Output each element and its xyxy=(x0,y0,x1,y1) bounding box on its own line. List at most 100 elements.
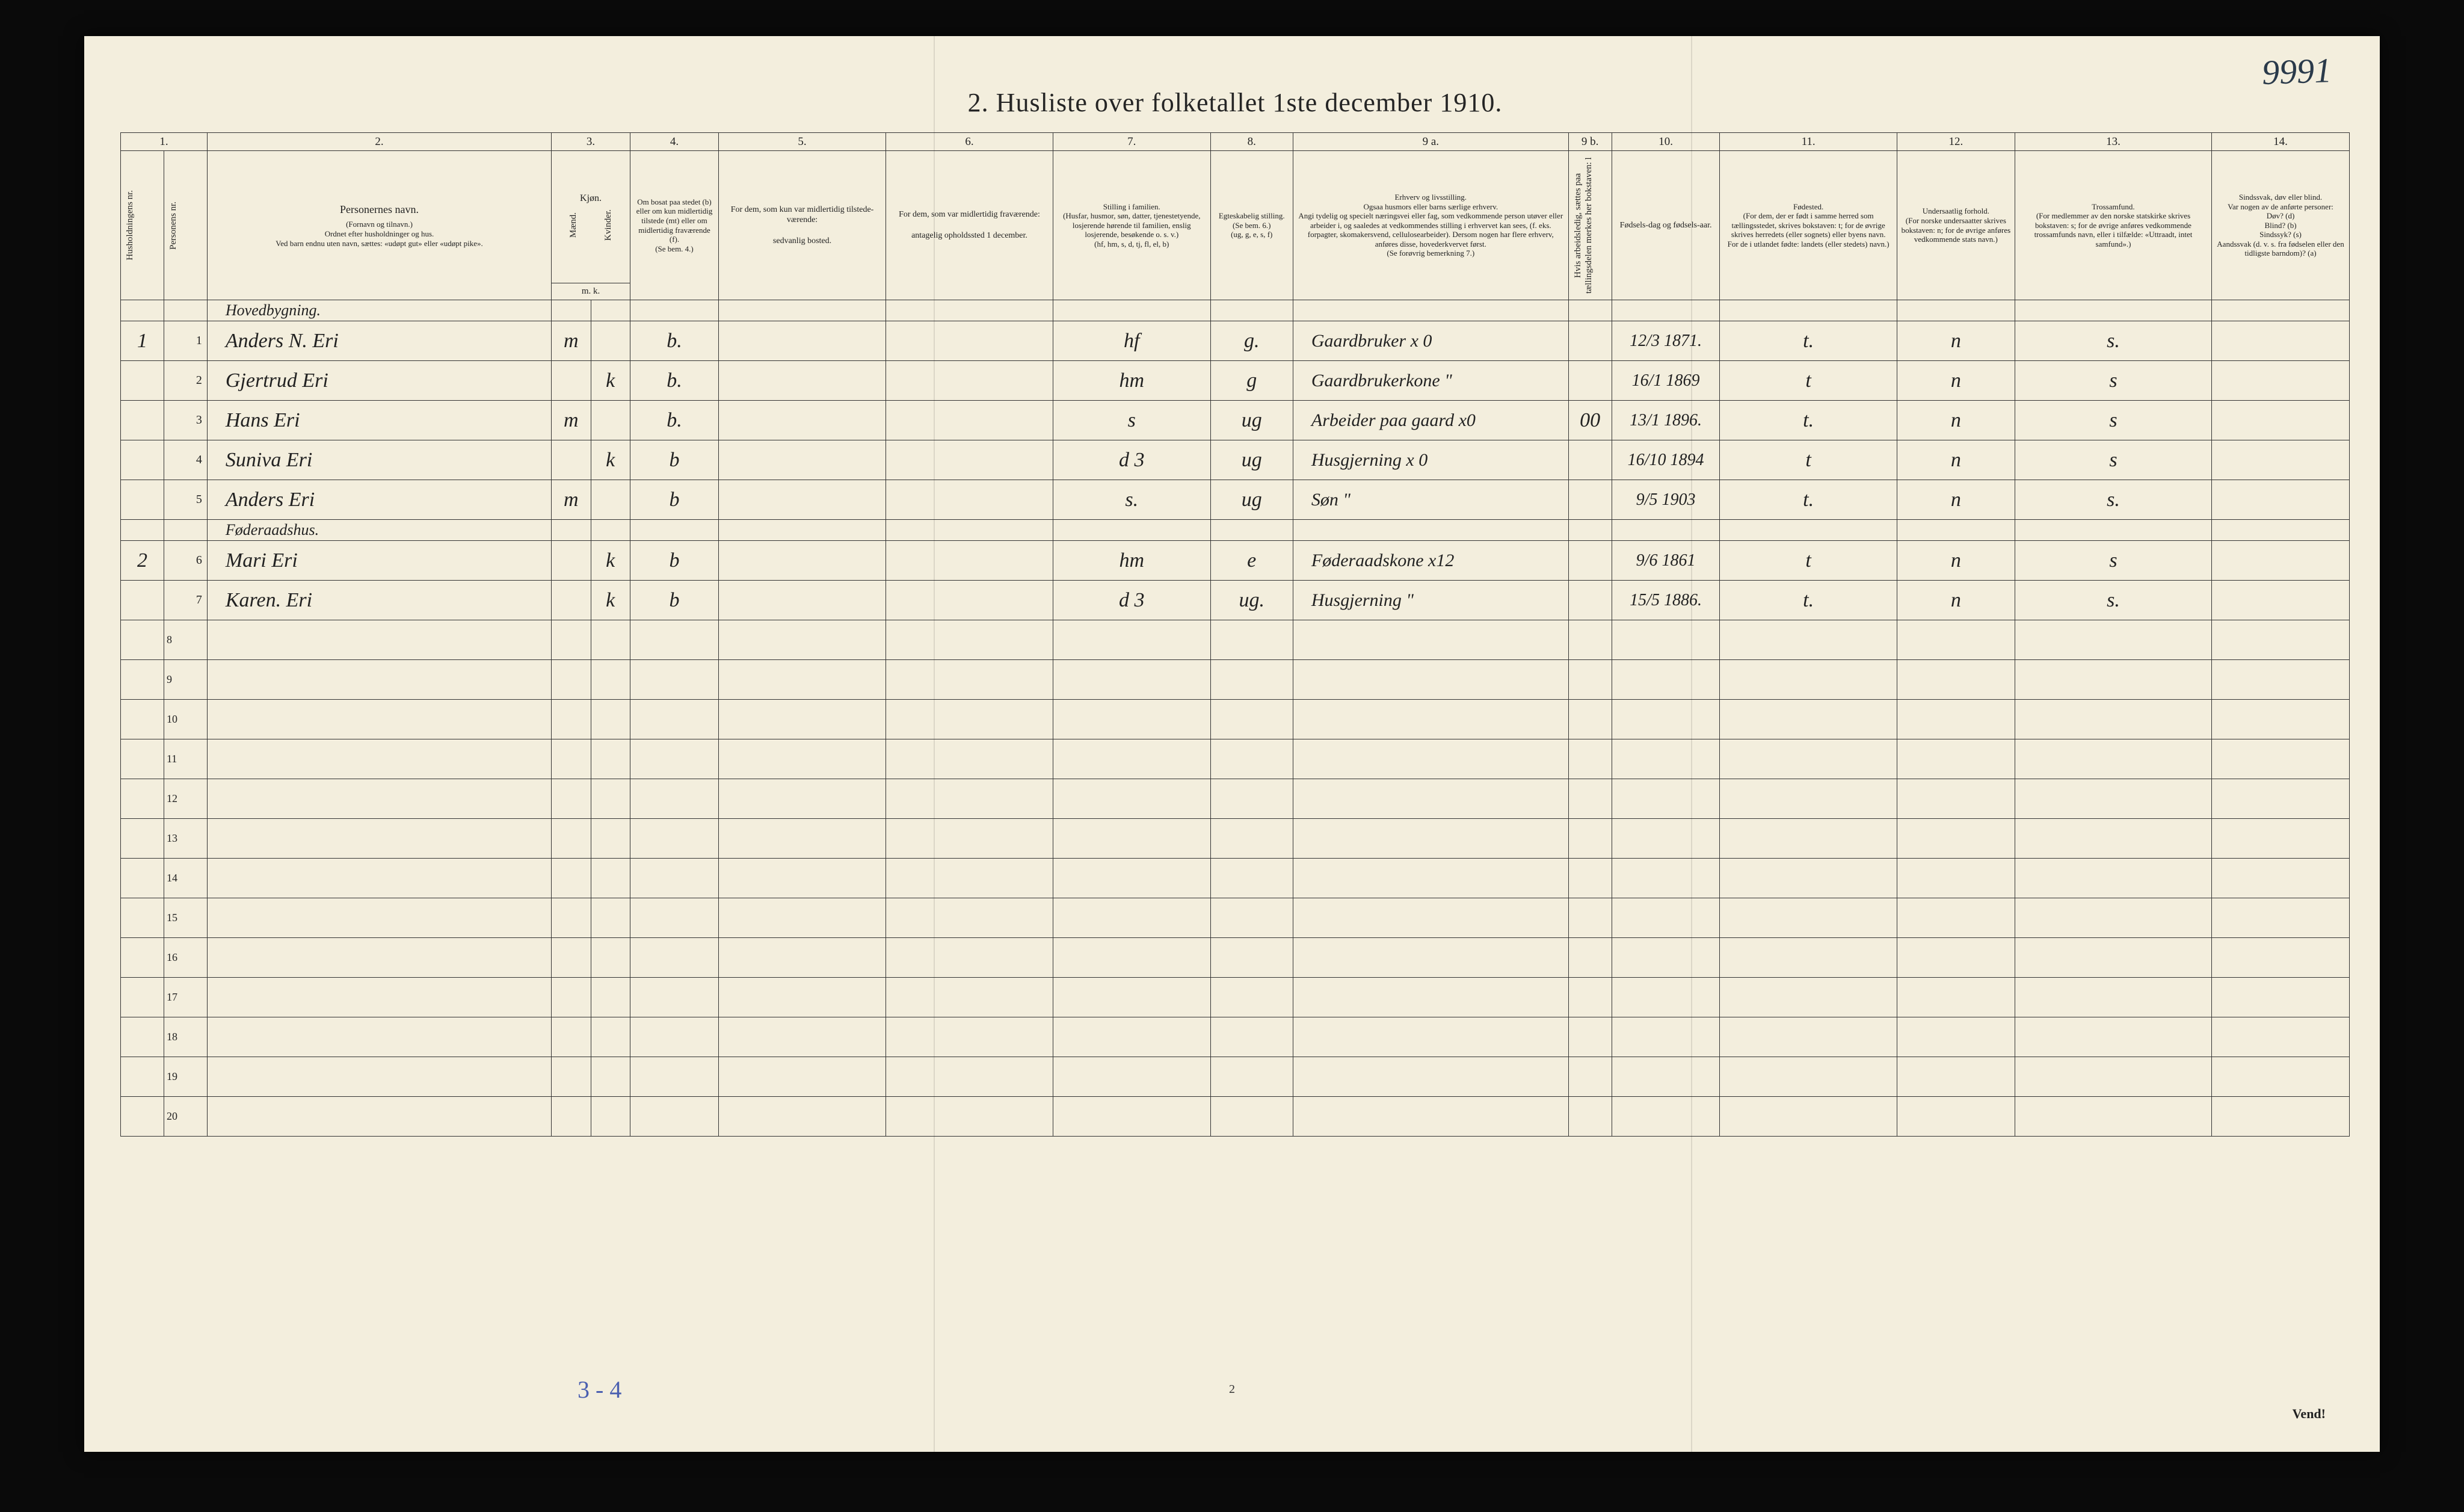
cell xyxy=(591,300,630,321)
familie-cell: d 3 xyxy=(1053,581,1210,620)
erhverv-cell: Føderaadskone x12 xyxy=(1293,541,1568,581)
empty-cell xyxy=(719,660,886,700)
person-nr-cell: 9 xyxy=(164,660,207,700)
empty-cell xyxy=(2211,660,2349,700)
empty-cell xyxy=(1568,859,1612,898)
empty-cell xyxy=(1210,859,1293,898)
familie-cell: s. xyxy=(1053,480,1210,520)
census-table: 1. 2. 3. 4. 5. 6. 7. 8. 9 a. 9 b. 10. 11… xyxy=(120,132,2350,1137)
empty-cell xyxy=(886,620,1053,660)
undersaat-cell: n xyxy=(1897,581,2015,620)
sex-m-cell: m xyxy=(552,401,591,440)
undersaat-cell: n xyxy=(1897,361,2015,401)
empty-cell xyxy=(591,859,630,898)
midl-tilstede-cell xyxy=(719,581,886,620)
empty-cell xyxy=(1210,819,1293,859)
empty-cell xyxy=(630,660,718,700)
colnum-13: 13. xyxy=(2015,133,2211,151)
empty-cell xyxy=(719,1097,886,1137)
empty-cell xyxy=(1210,1017,1293,1057)
hdr-trossamfund: Trossamfund. (For medlemmer av den norsk… xyxy=(2015,151,2211,300)
empty-cell xyxy=(2211,859,2349,898)
person-nr-cell: 17 xyxy=(164,978,207,1017)
hdr-fodested: Fødested. (For dem, der er født i samme … xyxy=(1720,151,1897,300)
husholdning-cell xyxy=(121,440,164,480)
empty-cell xyxy=(2211,898,2349,938)
empty-cell xyxy=(552,660,591,700)
empty-cell xyxy=(2211,1097,2349,1137)
empty-cell xyxy=(2211,938,2349,978)
arbeidsledig-cell xyxy=(1568,321,1612,361)
husholdning-cell xyxy=(121,739,164,779)
section-label: Føderaadshus. xyxy=(207,520,551,541)
sex-m-cell xyxy=(552,440,591,480)
person-nr-cell: 15 xyxy=(164,898,207,938)
empty-cell xyxy=(552,859,591,898)
vend-text: Vend! xyxy=(2293,1406,2326,1422)
sindssvak-cell xyxy=(2211,440,2349,480)
empty-cell xyxy=(1897,660,2015,700)
empty-cell xyxy=(719,898,886,938)
column-number-row: 1. 2. 3. 4. 5. 6. 7. 8. 9 a. 9 b. 10. 11… xyxy=(121,133,2350,151)
fodselsdag-cell: 9/6 1861 xyxy=(1612,541,1720,581)
trossamfund-cell: s. xyxy=(2015,480,2211,520)
husholdning-cell xyxy=(121,520,164,541)
familie-cell: d 3 xyxy=(1053,440,1210,480)
empty-cell xyxy=(630,859,718,898)
person-nr-cell: 13 xyxy=(164,819,207,859)
hdr-husholdning: Husholdningens nr. xyxy=(121,151,164,300)
cell xyxy=(1210,520,1293,541)
empty-cell xyxy=(2015,938,2211,978)
empty-cell xyxy=(719,779,886,819)
empty-cell xyxy=(886,938,1053,978)
arbeidsledig-cell xyxy=(1568,480,1612,520)
midl-fravaerende-cell xyxy=(886,361,1053,401)
person-nr-cell: 6 xyxy=(164,541,207,581)
empty-cell xyxy=(1612,859,1720,898)
empty-cell xyxy=(207,819,551,859)
person-nr-cell: 18 xyxy=(164,1017,207,1057)
empty-cell xyxy=(719,1017,886,1057)
empty-cell xyxy=(719,859,886,898)
colnum-14: 14. xyxy=(2211,133,2349,151)
empty-cell xyxy=(2211,819,2349,859)
cell xyxy=(1568,300,1612,321)
husholdning-cell xyxy=(121,978,164,1017)
undersaat-cell: n xyxy=(1897,480,2015,520)
empty-cell xyxy=(1293,819,1568,859)
empty-cell xyxy=(207,620,551,660)
sex-k-cell xyxy=(591,401,630,440)
name-cell: Suniva Eri xyxy=(207,440,551,480)
empty-cell xyxy=(1053,779,1210,819)
empty-cell xyxy=(1720,700,1897,739)
person-nr-cell: 12 xyxy=(164,779,207,819)
hdr-mk: m. k. xyxy=(552,283,630,300)
empty-cell xyxy=(552,978,591,1017)
empty-cell xyxy=(1210,779,1293,819)
person-nr-cell: 19 xyxy=(164,1057,207,1097)
empty-cell xyxy=(1897,978,2015,1017)
empty-cell xyxy=(2211,1017,2349,1057)
colnum-10: 10. xyxy=(1612,133,1720,151)
empty-cell xyxy=(2015,739,2211,779)
section-row: Hovedbygning. xyxy=(121,300,2350,321)
midl-tilstede-cell xyxy=(719,440,886,480)
colnum-8: 8. xyxy=(1210,133,1293,151)
trossamfund-cell: s xyxy=(2015,401,2211,440)
husholdning-cell xyxy=(121,401,164,440)
empty-cell xyxy=(552,819,591,859)
sex-m-cell: m xyxy=(552,480,591,520)
empty-cell xyxy=(207,1057,551,1097)
person-nr-cell: 4 xyxy=(164,440,207,480)
empty-cell xyxy=(2211,700,2349,739)
empty-cell xyxy=(591,978,630,1017)
table-row: 13 xyxy=(121,819,2350,859)
empty-cell xyxy=(207,898,551,938)
empty-cell xyxy=(591,898,630,938)
hdr-bosat: Om bosat paa stedet (b) eller om kun mid… xyxy=(630,151,718,300)
empty-cell xyxy=(2015,819,2211,859)
person-nr-cell: 8 xyxy=(164,620,207,660)
empty-cell xyxy=(1568,660,1612,700)
husholdning-cell xyxy=(121,660,164,700)
empty-cell xyxy=(1720,938,1897,978)
